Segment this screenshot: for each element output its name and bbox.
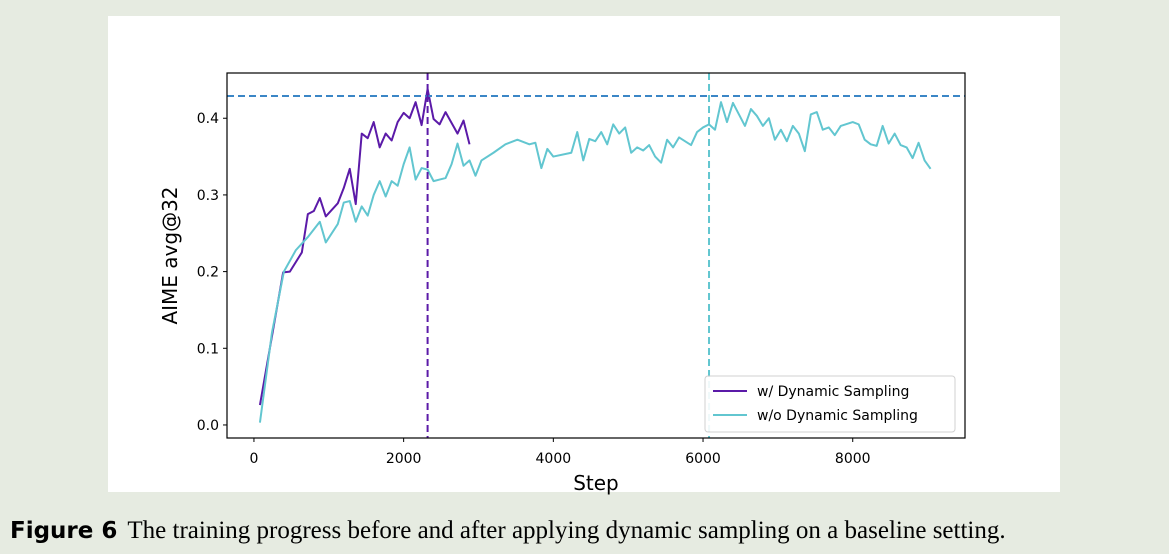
x-tick-label: 0 [249, 451, 258, 467]
caption-label: Figure 6 [10, 518, 118, 544]
x-tick-label: 6000 [685, 451, 721, 467]
y-tick-label: 0.4 [197, 111, 219, 127]
y-tick-label: 0.1 [197, 341, 219, 357]
legend-label: w/o Dynamic Sampling [757, 408, 918, 424]
axes-frame [226, 72, 966, 439]
y-axis-label: AIME avg@32 [158, 186, 182, 324]
series-line [258, 88, 471, 406]
y-tick-label: 0.2 [197, 265, 219, 281]
x-tick-label: 2000 [386, 451, 422, 467]
legend-box [704, 375, 956, 433]
chart: 0.0 0.1 0.2 0.3 0.4 0 2000 4000 6000 8000 Step AIME… [158, 72, 966, 495]
caption: Figure 6 The training progress before and… [10, 516, 1006, 545]
x-tick-label: 4000 [536, 451, 572, 467]
x-tick-label: 8000 [835, 451, 871, 467]
legend-label: w/ Dynamic Sampling [757, 384, 909, 400]
series-line [258, 101, 932, 423]
x-axis-label: Step [573, 471, 619, 495]
y-tick-label: 0.0 [197, 418, 219, 434]
caption-text: The training progress before and after a… [127, 517, 1006, 544]
y-tick-label: 0.3 [197, 188, 219, 204]
